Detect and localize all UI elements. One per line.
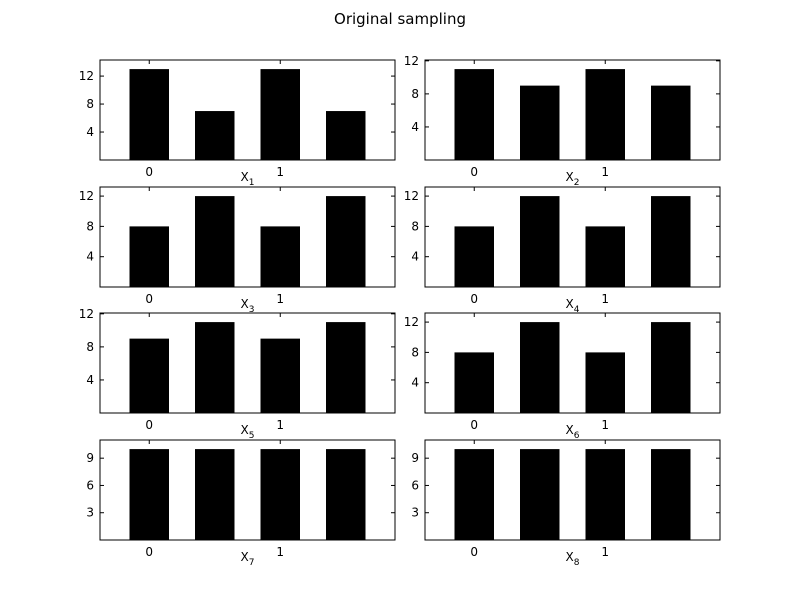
subplot-3: 4 8 12 0 1 X3 [79,186,396,315]
ytick-label-8-1: 3 [411,506,419,520]
ytick-label-3-3: 12 [79,189,94,203]
bar-5-2 [195,322,235,413]
bar-2-4 [651,85,691,160]
xtick-label-8-1: 0 [470,545,478,559]
xtick-label-4-1: 0 [470,292,478,306]
bar-4-1 [454,226,494,287]
xtick-label-1-1: 0 [145,165,153,179]
ytick-label-8-3: 9 [411,451,419,465]
ytick-label-1-3: 12 [79,69,94,83]
bar-5-4 [326,322,366,413]
xtick-label-2-3: 1 [601,165,609,179]
ytick-label-2-3: 12 [404,54,419,68]
bar-4-4 [651,196,691,287]
xlabel-1: X1 [241,170,255,188]
xlabel-3: X3 [241,297,255,315]
xlabel-7: X7 [241,550,255,568]
xtick-label-2-1: 0 [470,165,478,179]
ytick-label-5-2: 8 [86,340,94,354]
bar-1-3 [260,69,300,160]
bar-6-2 [520,322,560,413]
axes-frame-8 [424,439,721,541]
ytick-label-4-3: 12 [404,189,419,203]
bar-8-1 [454,449,494,540]
bar-3-4 [326,196,366,287]
axes-frame-3 [99,186,396,288]
axes-frame-6 [424,312,721,414]
xlabel-5: X5 [241,423,255,441]
ytick-label-4-2: 8 [411,219,419,233]
figure-title: Original sampling [334,10,466,28]
subplot-6: 4 8 12 0 1 X6 [404,312,721,441]
axes-frame-1 [99,59,396,161]
subplot-4: 4 8 12 0 1 X4 [404,186,721,315]
xtick-label-6-3: 1 [601,418,609,432]
xtick-label-7-3: 1 [276,545,284,559]
bar-5-3 [260,338,300,413]
bar-2-3 [585,69,625,160]
ytick-label-7-2: 6 [86,478,94,492]
xtick-label-8-3: 1 [601,545,609,559]
bar-8-2 [520,449,560,540]
bar-6-3 [585,352,625,413]
xtick-label-5-1: 0 [145,418,153,432]
ytick-label-8-2: 6 [411,478,419,492]
bar-4-2 [520,196,560,287]
xtick-label-3-3: 1 [276,292,284,306]
ytick-label-3-2: 8 [86,219,94,233]
subplot-5: 4 8 12 0 1 X5 [79,307,396,441]
subplot-1: 4 8 12 0 1 X1 [79,59,396,188]
bar-1-1 [129,69,169,160]
ytick-label-7-1: 3 [86,506,94,520]
bar-2-2 [520,85,560,160]
ytick-label-1-2: 8 [86,97,94,111]
xtick-label-6-1: 0 [470,418,478,432]
bar-1-4 [326,111,366,160]
bar-3-1 [129,226,169,287]
ytick-label-7-3: 9 [86,451,94,465]
bar-7-1 [129,449,169,540]
xtick-label-1-3: 1 [276,165,284,179]
axes-frame-2 [424,59,721,161]
bar-7-4 [326,449,366,540]
subplot-grid: 4 8 12 0 1 X1 4 8 12 0 1 X2 4 8 12 0 1 X3 4 8 12 0 1 X4 4 8 12 0 1 X5… [79,54,721,568]
bar-1-2 [195,111,235,160]
xlabel-2: X2 [566,170,580,188]
axes-frame-5 [99,312,396,414]
subplot-2: 4 8 12 0 1 X2 [404,54,721,188]
bar-3-2 [195,196,235,287]
ytick-label-2-2: 8 [411,87,419,101]
bar-6-1 [454,352,494,413]
xtick-label-5-3: 1 [276,418,284,432]
axes-frame-7 [99,439,396,541]
bar-2-1 [454,69,494,160]
bar-4-3 [585,226,625,287]
bar-6-4 [651,322,691,413]
subplot-8: 3 6 9 0 1 X8 [411,439,721,568]
subplot-7: 3 6 9 0 1 X7 [86,439,396,568]
ytick-label-1-1: 4 [86,125,94,139]
ytick-label-3-1: 4 [86,250,94,264]
ytick-label-6-2: 8 [411,345,419,359]
bar-3-3 [260,226,300,287]
axes-frame-4 [424,186,721,288]
bar-8-3 [585,449,625,540]
ytick-label-6-3: 12 [404,315,419,329]
ytick-label-5-3: 12 [79,307,94,321]
xtick-label-7-1: 0 [145,545,153,559]
bar-7-3 [260,449,300,540]
ytick-label-2-1: 4 [411,120,419,134]
ytick-label-4-1: 4 [411,250,419,264]
xtick-label-3-1: 0 [145,292,153,306]
xlabel-8: X8 [566,550,580,568]
xlabel-4: X4 [566,297,580,315]
xtick-label-4-3: 1 [601,292,609,306]
bar-8-4 [651,449,691,540]
ytick-label-5-1: 4 [86,373,94,387]
bar-5-1 [129,338,169,413]
bar-7-2 [195,449,235,540]
ytick-label-6-1: 4 [411,376,419,390]
xlabel-6: X6 [566,423,580,441]
